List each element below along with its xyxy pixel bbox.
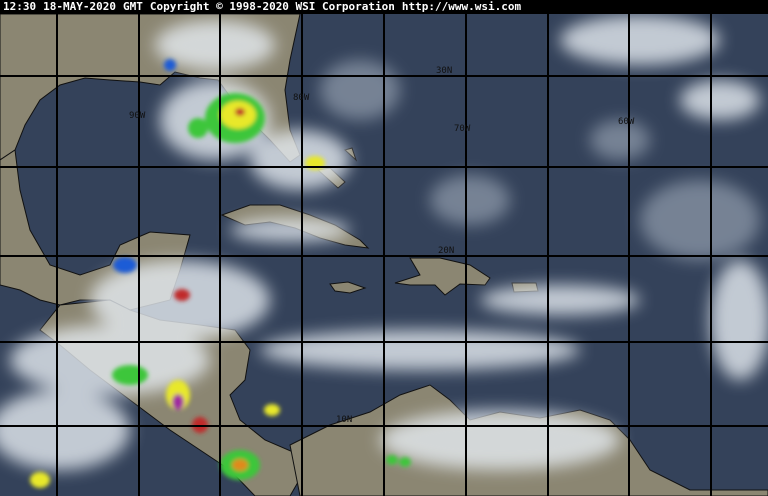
lat-lon-grid [0, 14, 768, 496]
grid-labels: 30N 20N 10N 90W 80W 70W 60W [129, 66, 635, 425]
header-zone: GMT [122, 0, 143, 13]
header-time: 12:30 [3, 0, 37, 13]
label-80w: 80W [293, 93, 310, 103]
image-header: 12:30 18-MAY-2020 GMT Copyright © 1998-2020… [0, 0, 768, 14]
label-30n: 30N [436, 66, 452, 76]
land-jamaica [329, 281, 367, 294]
label-90w: 90W [129, 111, 146, 121]
label-60w: 60W [618, 117, 635, 127]
label-10n: 10N [336, 415, 352, 425]
header-date: 18-MAY-2020 [43, 0, 116, 13]
label-20n: 20N [438, 246, 454, 256]
thin-clouds [320, 60, 760, 260]
label-70w: 70W [454, 124, 471, 134]
header-url[interactable]: http://www.wsi.com [401, 0, 522, 13]
land-hispaniola [394, 257, 491, 296]
header-copyright: Copyright © 1998-2020 WSI Corporation [149, 0, 395, 13]
